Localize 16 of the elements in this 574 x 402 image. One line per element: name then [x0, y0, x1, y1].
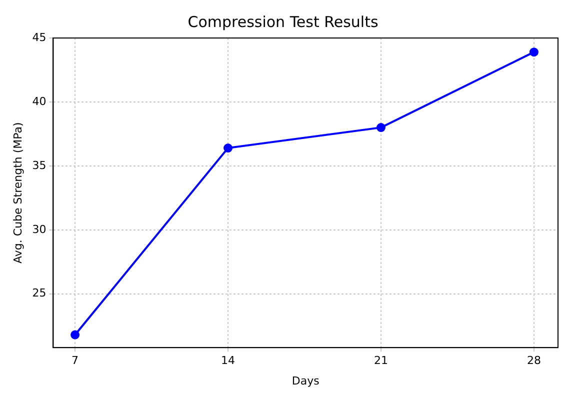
- point: [224, 144, 233, 153]
- y-tick-label: 45: [32, 30, 46, 44]
- x-tick-label: 21: [374, 354, 388, 368]
- x-axis-title: Days: [292, 374, 320, 388]
- y-tick-label: 40: [32, 94, 46, 108]
- y-tick-label: 30: [32, 222, 46, 236]
- x-tick-label: 7: [72, 354, 79, 368]
- x-tick-label: 28: [526, 354, 541, 368]
- y-tick-label: 35: [32, 158, 46, 172]
- y-tick-label: 25: [32, 286, 46, 300]
- chart-title: Compression Test Results: [188, 12, 378, 31]
- point: [529, 48, 538, 57]
- x-tick-label: 14: [221, 354, 236, 368]
- y-axis-title: Avg. Cube Strength (MPa): [11, 122, 24, 264]
- point: [376, 123, 386, 132]
- point: [70, 330, 80, 340]
